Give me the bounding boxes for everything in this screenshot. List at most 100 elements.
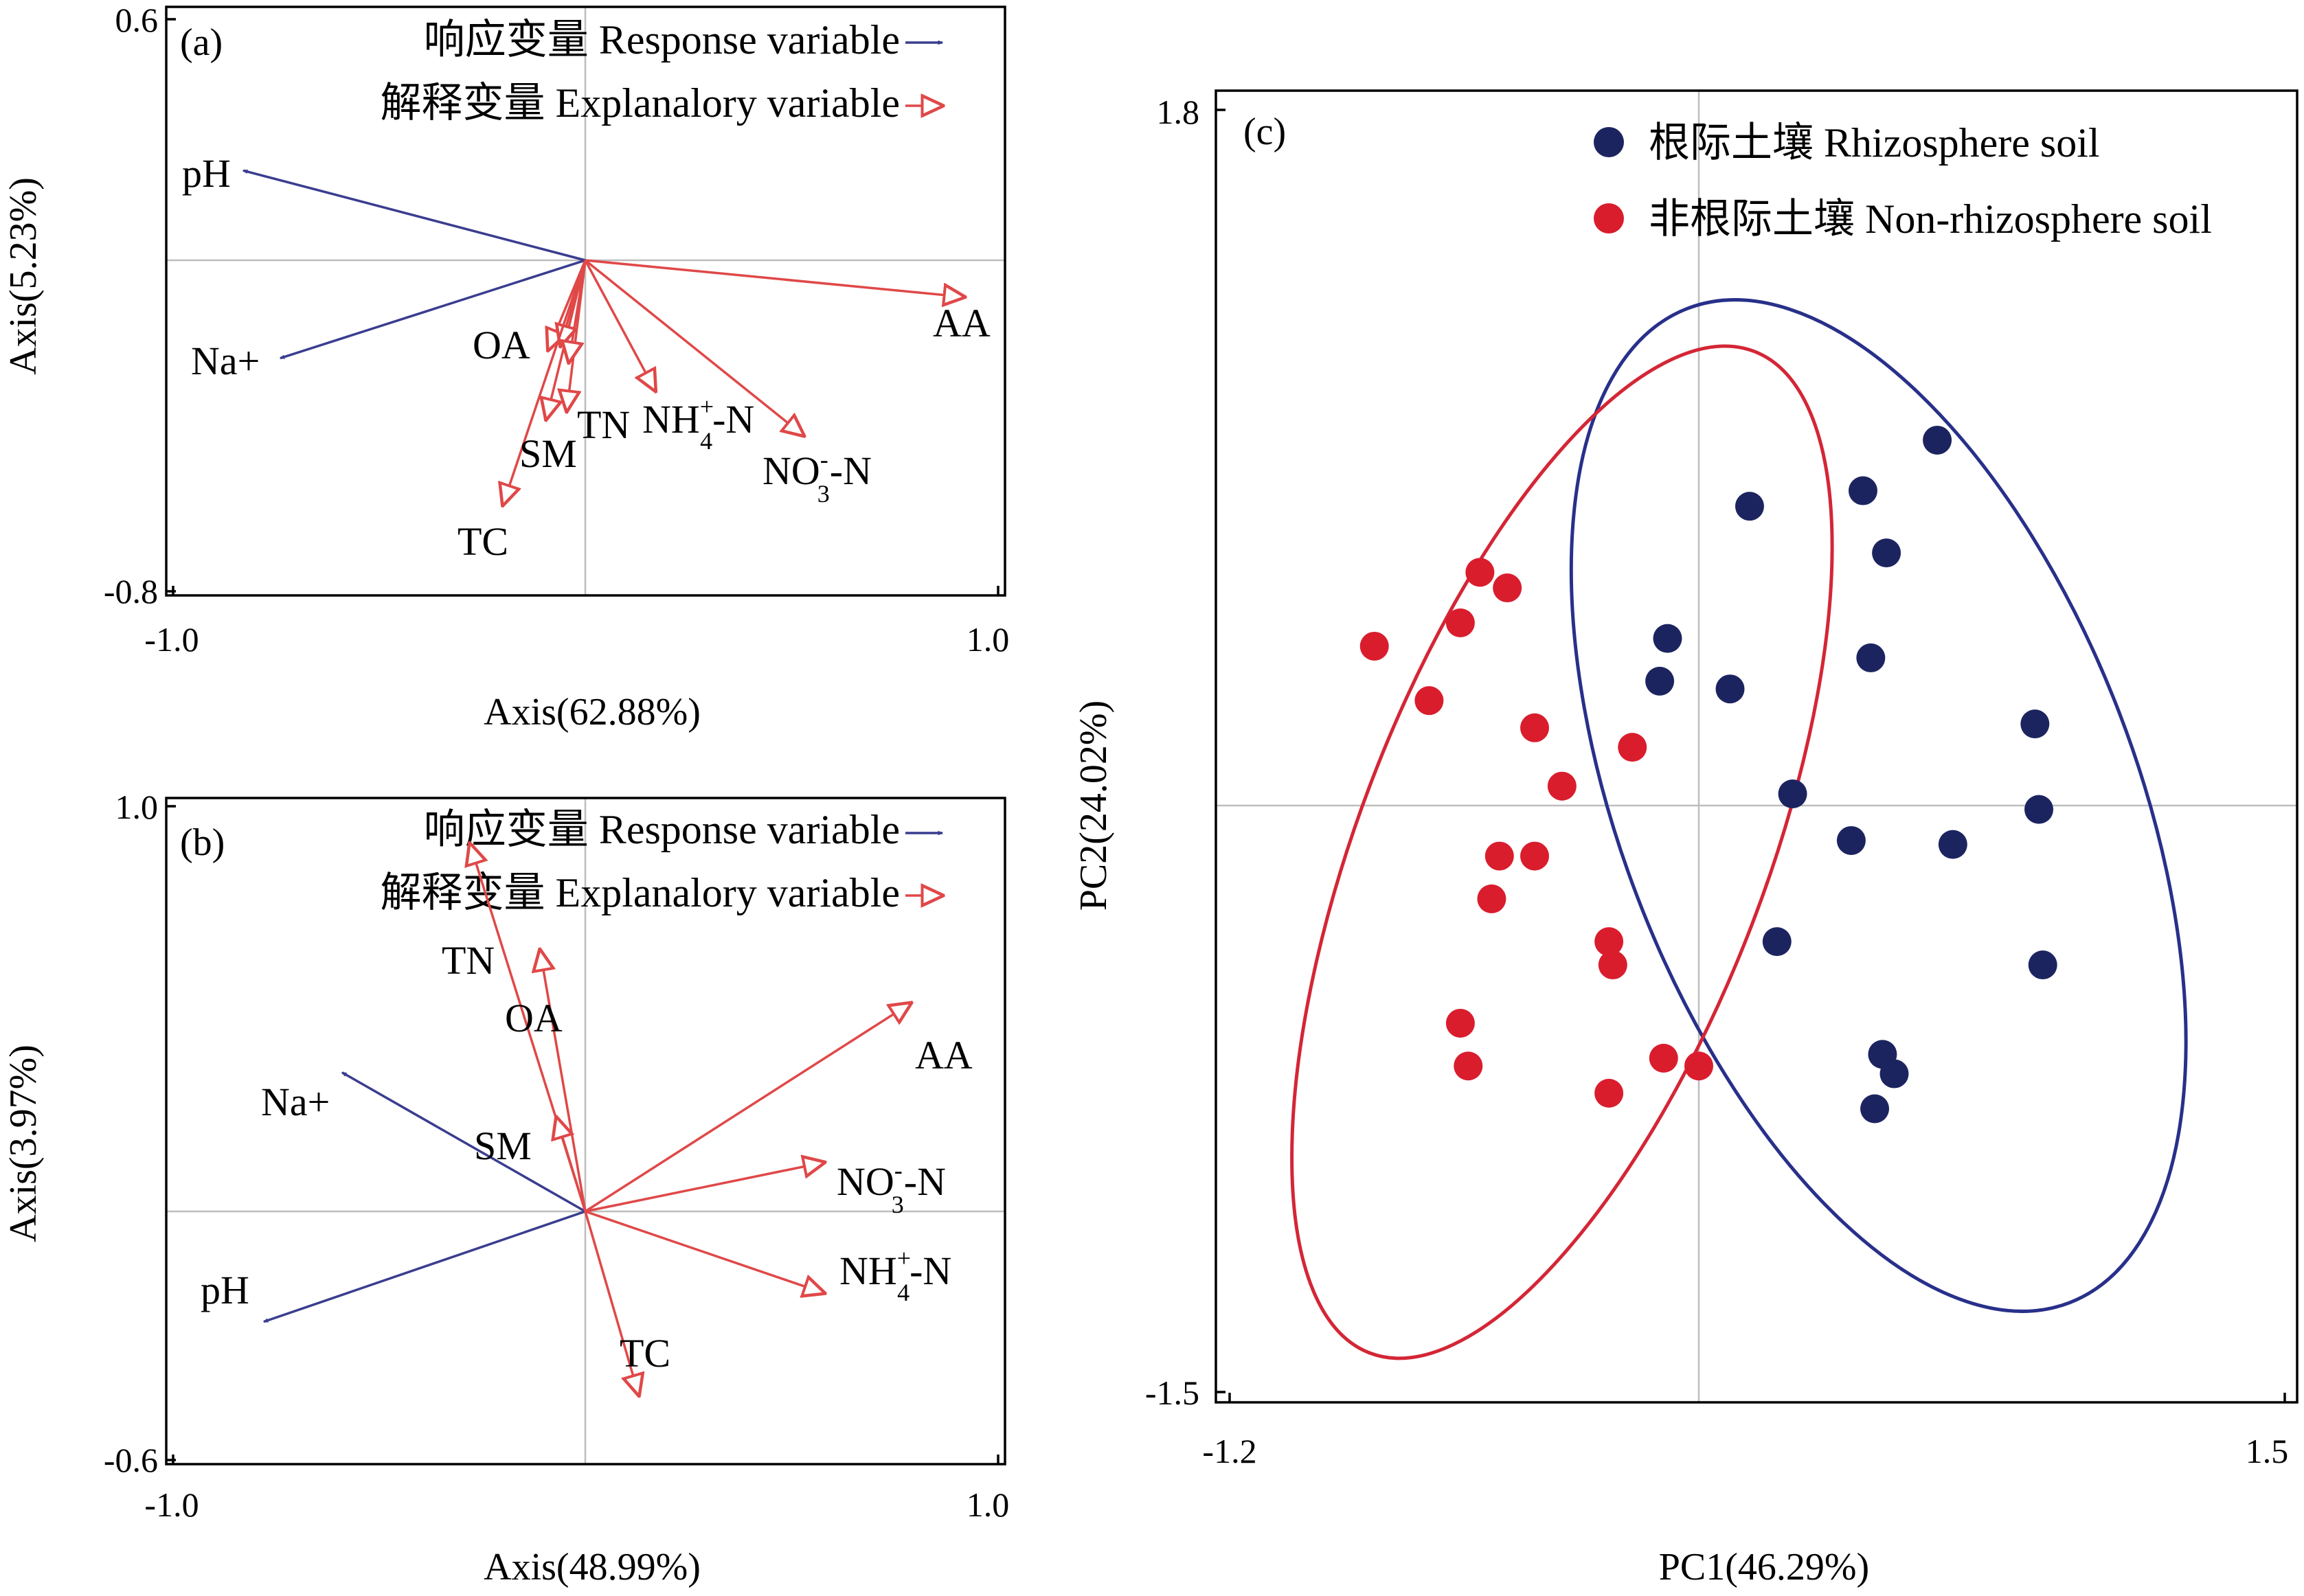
x-tick-label-right: 1.0	[967, 620, 1010, 659]
vector-labels: pH Na+ TN OA SM AA TC NO-3-N NH+ 4-N	[201, 938, 973, 1376]
vector-arrow-na-1	[342, 1071, 586, 1213]
panel-c: 1.8 -1.5 -1.2 1.5 PC1(46.29%) PC2(24.02%…	[1072, 89, 2299, 1588]
x-axis-label: Axis(62.88%)	[484, 691, 701, 733]
confidence-ellipses	[1290, 298, 2188, 1360]
point-rhizosphere-0	[1923, 425, 1952, 455]
point-rhizosphere-2	[1735, 492, 1764, 521]
y-tick-label-top: 1.0	[115, 788, 159, 826]
vector-labels: pH Na+ AA OA SM TN TC NH+ 4-N NO-3-N	[182, 151, 991, 564]
legend-entry-explanatory: 解释变量 Explanalory variable	[381, 870, 900, 915]
point-non-rhizosphere-17	[1594, 1078, 1624, 1108]
vector-arrow-unlabeled-7	[569, 260, 587, 363]
point-non-rhizosphere-10	[1477, 884, 1506, 913]
vector-arrow-na-1	[280, 259, 586, 360]
point-rhizosphere-13	[1762, 927, 1792, 957]
legend: 响应变量 Response variable 解释变量 Explanalory …	[381, 807, 942, 915]
vector-label-aa: AA	[933, 301, 991, 345]
y-axis-label: PC2(24.02%)	[1072, 700, 1115, 911]
y-tick-label-top: 0.6	[115, 1, 159, 39]
vector-arrow-no3-n-6	[585, 1163, 824, 1213]
legend: 响应变量 Response variable 解释变量 Explanalory …	[381, 17, 942, 126]
vector-label-ph: pH	[201, 1268, 249, 1312]
legend-marker-non-rhizosphere	[1594, 203, 1624, 233]
point-rhizosphere-17	[1860, 1094, 1890, 1124]
point-non-rhizosphere-8	[1484, 841, 1514, 871]
legend: 根际土壤 Rhizosphere soil 非根际土壤 Non-rhizosph…	[1594, 120, 2212, 242]
point-non-rhizosphere-9	[1520, 841, 1550, 871]
point-non-rhizosphere-12	[1598, 950, 1627, 980]
vector-label-tc: TC	[458, 519, 508, 564]
panel-label: (c)	[1243, 111, 1286, 153]
vector-arrow-oa-3	[540, 950, 587, 1212]
vector-label-tn: TN	[577, 402, 630, 447]
panel-label: (a)	[180, 21, 223, 64]
y-tick-label-top: 1.8	[1157, 93, 1200, 131]
x-tick-label-right: 1.0	[967, 1485, 1010, 1524]
point-non-rhizosphere-6	[1618, 733, 1647, 762]
point-rhizosphere-11	[1836, 825, 1866, 855]
point-rhizosphere-5	[1645, 666, 1675, 696]
point-non-rhizosphere-16	[1684, 1051, 1713, 1081]
vector-arrow-aa-2	[585, 259, 964, 297]
vector-arrow-no3-n-10	[584, 259, 804, 435]
vector-label-no3: NO-3-N	[837, 1156, 946, 1218]
point-non-rhizosphere-7	[1547, 771, 1577, 801]
point-non-rhizosphere-13	[1445, 1008, 1475, 1038]
vector-arrow-nh4-n-7	[585, 1210, 824, 1293]
point-non-rhizosphere-0	[1465, 558, 1495, 587]
y-tick-label-bottom: -0.6	[104, 1441, 158, 1479]
vector-label-nh4: NH+ 4-N	[839, 1244, 951, 1306]
point-non-rhizosphere-4	[1414, 686, 1444, 716]
x-axis-label: PC1(46.29%)	[1659, 1546, 1869, 1588]
vector-arrow-ph-0	[264, 1210, 586, 1323]
point-rhizosphere-4	[1653, 624, 1682, 653]
vector-arrow-sm-4	[556, 1117, 587, 1212]
point-rhizosphere-8	[2020, 709, 2050, 739]
legend-entry-non-rhizosphere: 非根际土壤 Non-rhizosphere soil	[1649, 196, 2212, 242]
biplot-vectors	[264, 844, 911, 1395]
ellipse-rhizosphere	[1569, 298, 2188, 1313]
biplot-vectors	[243, 169, 964, 505]
legend-entry-rhizosphere: 根际土壤 Rhizosphere soil	[1649, 120, 2100, 166]
y-axis-label: Axis(3.97%)	[2, 1045, 45, 1242]
point-rhizosphere-14	[2028, 950, 2057, 980]
plot-frame	[165, 797, 1006, 1466]
point-non-rhizosphere-11	[1594, 927, 1624, 957]
panel-b: 1.0 -0.6 -1.0 1.0 Axis(48.99%) Axis(3.97…	[2, 788, 1009, 1588]
x-axis-label: Axis(48.99%)	[484, 1546, 701, 1588]
point-rhizosphere-16	[1879, 1059, 1909, 1088]
vector-label-ph: pH	[182, 151, 231, 196]
vector-label-oa: OA	[473, 323, 530, 367]
point-non-rhizosphere-1	[1493, 573, 1522, 603]
vector-label-tn: TN	[442, 938, 495, 983]
vector-arrow-tc-8	[503, 260, 587, 505]
plot-frame	[165, 5, 1006, 597]
point-non-rhizosphere-15	[1649, 1043, 1678, 1073]
x-tick-label-left: -1.2	[1202, 1432, 1256, 1470]
point-rhizosphere-6	[1715, 674, 1745, 704]
point-rhizosphere-10	[2024, 795, 2054, 824]
point-non-rhizosphere-5	[1520, 713, 1550, 742]
point-non-rhizosphere-2	[1445, 608, 1475, 637]
ellipse-non-rhizosphere	[1290, 344, 1834, 1360]
x-tick-label-right: 1.5	[2246, 1432, 2289, 1470]
vector-arrow-nh4-n-9	[584, 260, 655, 391]
y-tick-label-bottom: -1.5	[1145, 1373, 1199, 1412]
point-rhizosphere-3	[1872, 538, 1901, 568]
vector-label-aa: AA	[915, 1033, 973, 1078]
plot-frame	[1215, 89, 2299, 1404]
legend-entry-response: 响应变量 Response variable	[424, 807, 900, 852]
y-tick-label-bottom: -0.8	[104, 572, 158, 611]
vector-label-no3: NO-3-N	[763, 446, 872, 508]
vector-arrow-ph-0	[243, 169, 586, 262]
x-tick-label-left: -1.0	[144, 1485, 199, 1524]
point-non-rhizosphere-3	[1359, 631, 1389, 661]
point-non-rhizosphere-14	[1454, 1051, 1483, 1081]
vector-label-sm: SM	[519, 431, 577, 476]
legend-entry-response: 响应变量 Response variable	[424, 17, 900, 62]
vector-label-sm: SM	[474, 1124, 532, 1168]
x-tick-label-left: -1.0	[144, 620, 199, 659]
point-rhizosphere-12	[1938, 830, 1967, 859]
legend-entry-explanatory: 解释变量 Explanalory variable	[381, 80, 900, 126]
vector-label-tc: TC	[620, 1331, 670, 1376]
